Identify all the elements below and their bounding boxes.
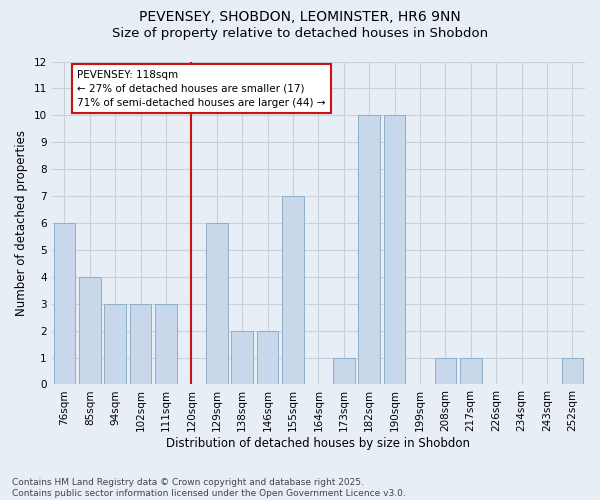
Bar	[232, 330, 253, 384]
Bar	[460, 358, 482, 384]
Text: PEVENSEY, SHOBDON, LEOMINSTER, HR6 9NN: PEVENSEY, SHOBDON, LEOMINSTER, HR6 9NN	[139, 10, 461, 24]
Bar	[130, 304, 151, 384]
X-axis label: Distribution of detached houses by size in Shobdon: Distribution of detached houses by size …	[166, 437, 470, 450]
Bar	[53, 223, 75, 384]
Bar	[155, 304, 177, 384]
Bar	[333, 358, 355, 384]
Bar	[257, 330, 278, 384]
Bar	[358, 116, 380, 384]
Bar	[79, 277, 101, 384]
Y-axis label: Number of detached properties: Number of detached properties	[15, 130, 28, 316]
Bar	[434, 358, 456, 384]
Text: PEVENSEY: 118sqm
← 27% of detached houses are smaller (17)
71% of semi-detached : PEVENSEY: 118sqm ← 27% of detached house…	[77, 70, 326, 108]
Bar	[104, 304, 126, 384]
Bar	[206, 223, 227, 384]
Bar	[562, 358, 583, 384]
Text: Contains HM Land Registry data © Crown copyright and database right 2025.
Contai: Contains HM Land Registry data © Crown c…	[12, 478, 406, 498]
Bar	[384, 116, 406, 384]
Bar	[282, 196, 304, 384]
Text: Size of property relative to detached houses in Shobdon: Size of property relative to detached ho…	[112, 28, 488, 40]
